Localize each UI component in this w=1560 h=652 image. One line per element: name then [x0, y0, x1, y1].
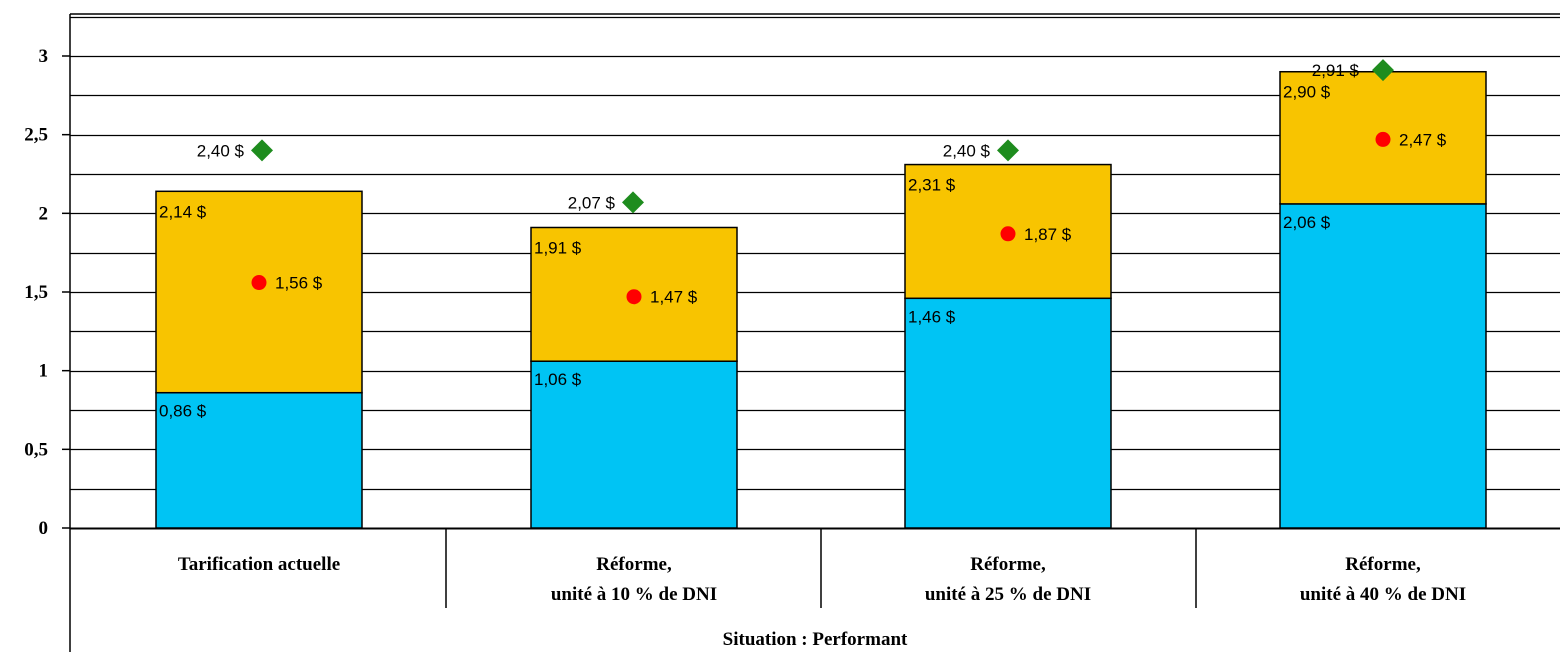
bar-segment-base	[155, 391, 363, 529]
data-label-base: 2,06 $	[1283, 213, 1331, 232]
marker-diamond	[1372, 59, 1394, 82]
bar-segment-base	[1279, 203, 1487, 529]
data-label-circle: 2,47 $	[1399, 130, 1447, 149]
category-label: Réforme,	[596, 554, 672, 575]
data-label-diamond: 2,40 $	[943, 141, 991, 160]
marker-circle	[626, 289, 642, 305]
category-label: unité à 25 % de DNI	[925, 584, 1091, 605]
data-label-top: 2,31 $	[908, 176, 956, 195]
data-label-circle: 1,47 $	[650, 288, 698, 307]
y-tick-label: 1,5	[24, 282, 48, 303]
data-label-circle: 1,56 $	[275, 274, 323, 293]
data-label-diamond: 2,40 $	[197, 141, 245, 160]
data-label-base: 1,06 $	[534, 370, 582, 389]
y-tick-label: 2	[39, 203, 49, 224]
marker-circle	[1375, 131, 1391, 147]
data-label-diamond: 2,07 $	[568, 193, 616, 212]
y-tick-label: 1	[39, 361, 49, 382]
data-label-base: 1,46 $	[908, 307, 956, 326]
data-label-diamond: 2,91 $	[1312, 61, 1360, 80]
y-tick-label: 3	[39, 46, 49, 67]
marker-circle	[1000, 226, 1016, 242]
data-label-top: 2,14 $	[159, 202, 207, 221]
situation-label: Situation : Performant	[723, 629, 908, 650]
data-label-circle: 1,87 $	[1024, 225, 1072, 244]
category-label: unité à 40 % de DNI	[1300, 584, 1466, 605]
marker-diamond	[997, 139, 1019, 162]
bar-segment-base	[904, 297, 1112, 529]
data-label-top: 2,90 $	[1283, 83, 1331, 102]
marker-circle	[251, 275, 267, 291]
data-label-top: 1,91 $	[534, 238, 582, 257]
bar-segment-top	[155, 190, 363, 394]
marker-diamond	[251, 139, 273, 162]
bar-segment-base	[530, 360, 738, 529]
marker-diamond	[622, 191, 644, 214]
data-label-base: 0,86 $	[159, 402, 207, 421]
category-label: Réforme,	[970, 554, 1046, 575]
y-tick-label: 0	[39, 518, 49, 539]
category-label: Tarification actuelle	[178, 554, 340, 575]
category-label: unité à 10 % de DNI	[551, 584, 717, 605]
category-label: Réforme,	[1345, 554, 1421, 575]
y-tick-label: 0,5	[24, 439, 48, 460]
y-tick-label: 2,5	[24, 125, 48, 146]
